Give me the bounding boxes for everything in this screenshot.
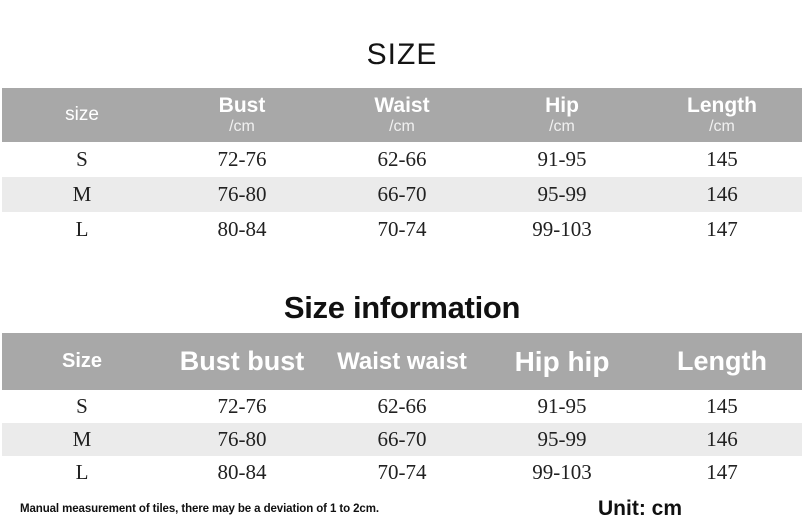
table-cell: 91-95: [537, 394, 587, 418]
size-table-header-row: size Bust /cm Waist /cm Hip /cm Length /…: [2, 88, 802, 142]
column-header-unit: /cm: [229, 118, 255, 135]
column-header-waist: Waist /cm: [322, 88, 482, 142]
table-row-l: L 80-84 70-74 99-103 147: [2, 456, 802, 489]
column-header-hip: Hip hip: [482, 333, 642, 390]
table-cell: S: [76, 147, 88, 171]
size-information-header-row: Size Bust bust Waist waist Hip hip Lengt…: [2, 333, 802, 390]
column-header-label: Length: [687, 94, 757, 117]
column-header-unit: /cm: [389, 118, 415, 135]
table-cell: S: [76, 394, 88, 418]
column-header-label: Hip: [545, 94, 579, 117]
table-cell: 80-84: [217, 217, 267, 241]
table-cell: 99-103: [532, 460, 592, 484]
unit-label: Unit: cm: [598, 496, 682, 520]
column-header-unit: /cm: [549, 118, 575, 135]
table-cell: 62-66: [377, 394, 427, 418]
table-cell: M: [72, 427, 92, 451]
column-header-bust: Bust bust: [162, 333, 322, 390]
table-row-l: L 80-84 70-74 99-103 147: [2, 212, 802, 247]
column-header-length: Length: [642, 333, 802, 390]
column-header-bust: Bust /cm: [162, 88, 322, 142]
table-row-s: S 72-76 62-66 91-95 145: [2, 390, 802, 423]
table-cell: 95-99: [537, 427, 587, 451]
table-row-m: M 76-80 66-70 95-99 146: [2, 423, 802, 456]
table-cell: 80-84: [217, 460, 267, 484]
column-header-label: Waist waist: [337, 347, 467, 375]
column-header-label: Bust bust: [179, 346, 305, 376]
table-cell: 70-74: [377, 217, 427, 241]
table-cell: 66-70: [377, 182, 427, 206]
table-cell: 66-70: [377, 427, 427, 451]
table-cell: 145: [706, 147, 738, 171]
table-cell: 76-80: [217, 182, 267, 206]
footer: Manual measurement of tiles, there may b…: [0, 489, 804, 528]
column-header-label: Size: [61, 350, 103, 372]
table-cell: 146: [706, 182, 738, 206]
table-cell: 146: [706, 427, 738, 451]
table-row-m: M 76-80 66-70 95-99 146: [2, 177, 802, 212]
table-cell: 145: [706, 394, 738, 418]
table-cell: 70-74: [377, 460, 427, 484]
table-cell: 95-99: [537, 182, 587, 206]
table-cell: L: [75, 460, 89, 484]
table-cell: 72-76: [217, 147, 267, 171]
table-row-s: S 72-76 62-66 91-95 145: [2, 142, 802, 177]
section-title: Size information: [283, 290, 521, 325]
column-header-hip: Hip /cm: [482, 88, 642, 142]
column-header-size: Size: [2, 333, 162, 390]
column-header-label: Bust: [218, 94, 266, 117]
column-header-length: Length /cm: [642, 88, 802, 142]
table-cell: 147: [706, 460, 738, 484]
table-cell: 99-103: [532, 217, 592, 241]
size-table: size Bust /cm Waist /cm Hip /cm Length /…: [2, 88, 802, 247]
column-header-label: Waist: [374, 94, 430, 117]
column-header-label: Length: [677, 346, 767, 376]
column-header-label: Hip hip: [514, 345, 610, 377]
table-cell: 147: [706, 217, 738, 241]
measurement-disclaimer: Manual measurement of tiles, there may b…: [20, 502, 379, 515]
table-cell: 62-66: [377, 147, 427, 171]
table-cell: 76-80: [217, 427, 267, 451]
column-header-size: size: [2, 88, 162, 142]
column-header-unit: /cm: [709, 118, 735, 135]
table-cell: 91-95: [537, 147, 587, 171]
page-title: SIZE: [366, 38, 438, 71]
table-cell: M: [72, 182, 92, 206]
size-information-table: Size Bust bust Waist waist Hip hip Lengt…: [2, 333, 802, 489]
table-cell: 72-76: [217, 394, 267, 418]
table-cell: L: [75, 217, 89, 241]
column-header-label: size: [65, 104, 99, 125]
column-header-waist: Waist waist: [322, 333, 482, 390]
